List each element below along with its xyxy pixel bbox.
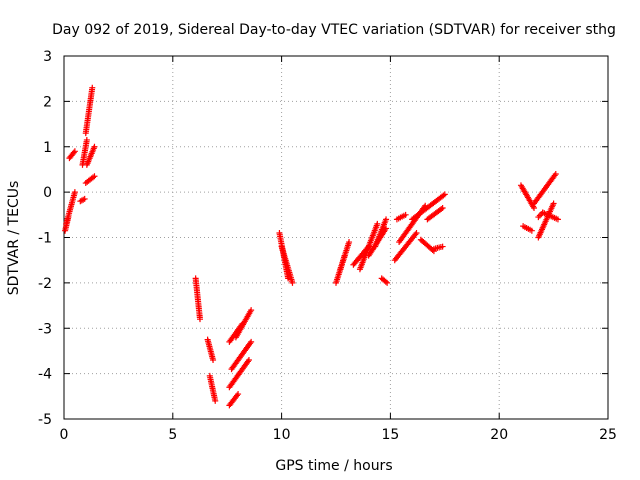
y-tick-label: 0 bbox=[43, 185, 52, 201]
y-tick-label: -2 bbox=[38, 276, 52, 292]
data-point bbox=[212, 397, 219, 404]
data-point bbox=[402, 211, 409, 218]
data-point bbox=[197, 316, 203, 323]
y-axis: -5 -4 -3 -2 -1 0 1 2 3 bbox=[38, 49, 608, 428]
x-tick-label: 15 bbox=[381, 427, 399, 443]
y-tick-label: -5 bbox=[38, 412, 52, 428]
data-point bbox=[81, 195, 88, 202]
data-point bbox=[89, 84, 96, 91]
y-tick-label: -1 bbox=[38, 231, 52, 247]
data-point bbox=[235, 391, 242, 398]
chart-title: Day 092 of 2019, Sidereal Day-to-day VTE… bbox=[52, 22, 616, 38]
data-point bbox=[441, 191, 448, 198]
y-tick-label: 1 bbox=[43, 140, 52, 156]
grid-lines bbox=[64, 56, 608, 419]
data-point bbox=[248, 307, 255, 314]
data-point bbox=[374, 220, 381, 227]
data-point bbox=[550, 200, 557, 207]
data-point bbox=[70, 149, 77, 156]
data-point bbox=[71, 189, 78, 196]
data-point bbox=[382, 278, 389, 285]
x-axis: 0 5 10 15 20 25 bbox=[60, 56, 617, 443]
data-point bbox=[438, 206, 445, 213]
y-tick-label: -3 bbox=[38, 321, 52, 337]
data-point bbox=[83, 136, 90, 143]
data-point bbox=[539, 209, 546, 216]
data-point bbox=[248, 338, 255, 345]
data-point bbox=[383, 216, 390, 223]
data-point bbox=[71, 148, 78, 155]
x-tick-label: 10 bbox=[273, 427, 291, 443]
data-series bbox=[62, 84, 561, 409]
y-tick-label: 2 bbox=[43, 94, 52, 110]
y-tick-label: -4 bbox=[38, 367, 52, 383]
data-point bbox=[91, 143, 98, 150]
x-tick-label: 25 bbox=[599, 427, 617, 443]
data-point bbox=[91, 173, 98, 180]
data-point bbox=[439, 205, 446, 212]
data-point bbox=[439, 243, 446, 250]
data-point bbox=[554, 216, 561, 223]
data-point bbox=[289, 279, 296, 286]
x-tick-label: 5 bbox=[168, 427, 177, 443]
data-point bbox=[528, 227, 535, 234]
data-point bbox=[429, 246, 436, 253]
data-point bbox=[552, 170, 559, 177]
data-point bbox=[245, 357, 252, 364]
y-axis-label: SDTVAR / TECUs bbox=[6, 181, 22, 296]
data-point bbox=[413, 229, 420, 236]
data-point bbox=[384, 279, 391, 286]
y-tick-label: 3 bbox=[43, 49, 52, 65]
x-axis-label: GPS time / hours bbox=[275, 458, 392, 474]
data-point bbox=[346, 239, 353, 246]
x-tick-label: 20 bbox=[490, 427, 508, 443]
x-tick-label: 0 bbox=[60, 427, 69, 443]
data-point bbox=[210, 357, 217, 364]
